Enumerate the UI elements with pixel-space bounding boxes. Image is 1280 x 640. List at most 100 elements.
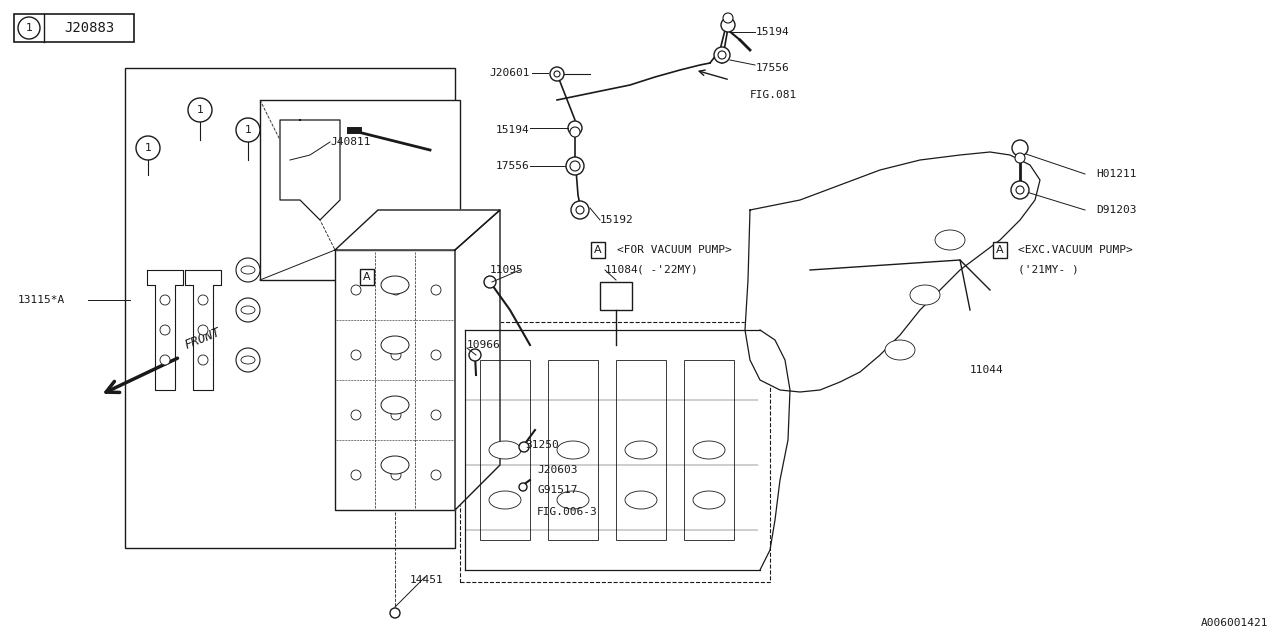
Circle shape bbox=[714, 47, 730, 63]
Ellipse shape bbox=[241, 356, 255, 364]
Text: 1: 1 bbox=[244, 125, 251, 135]
Text: G91517: G91517 bbox=[538, 485, 577, 495]
Circle shape bbox=[718, 51, 726, 59]
Circle shape bbox=[351, 470, 361, 480]
Circle shape bbox=[550, 67, 564, 81]
Circle shape bbox=[568, 121, 582, 135]
Circle shape bbox=[570, 127, 580, 137]
Ellipse shape bbox=[489, 491, 521, 509]
Circle shape bbox=[351, 350, 361, 360]
Circle shape bbox=[188, 98, 212, 122]
Circle shape bbox=[1016, 186, 1024, 194]
Circle shape bbox=[468, 349, 481, 361]
Polygon shape bbox=[335, 250, 454, 510]
Bar bbox=[616, 360, 666, 540]
Circle shape bbox=[198, 355, 207, 365]
Circle shape bbox=[390, 608, 399, 618]
Circle shape bbox=[431, 410, 442, 420]
Circle shape bbox=[18, 17, 40, 39]
Circle shape bbox=[431, 350, 442, 360]
Ellipse shape bbox=[910, 285, 940, 305]
Text: 11084: 11084 bbox=[605, 265, 639, 275]
Bar bbox=[14, 14, 134, 42]
Ellipse shape bbox=[489, 441, 521, 459]
Circle shape bbox=[576, 206, 584, 214]
Ellipse shape bbox=[692, 491, 724, 509]
Text: ('21MY- ): ('21MY- ) bbox=[1018, 265, 1079, 275]
Circle shape bbox=[390, 470, 401, 480]
Text: 13115*A: 13115*A bbox=[18, 295, 65, 305]
Circle shape bbox=[236, 258, 260, 282]
Ellipse shape bbox=[381, 336, 410, 354]
Bar bbox=[600, 282, 632, 310]
Bar bbox=[548, 360, 598, 540]
Text: J20883: J20883 bbox=[64, 21, 114, 35]
Text: 1: 1 bbox=[145, 143, 151, 153]
Text: 11095: 11095 bbox=[490, 265, 524, 275]
Text: A: A bbox=[996, 245, 1004, 255]
Text: 15194: 15194 bbox=[495, 125, 529, 135]
Text: A006001421: A006001421 bbox=[1201, 618, 1268, 628]
Circle shape bbox=[1015, 153, 1025, 163]
Text: 17556: 17556 bbox=[756, 63, 790, 73]
Polygon shape bbox=[745, 152, 1039, 392]
Circle shape bbox=[1011, 181, 1029, 199]
Polygon shape bbox=[335, 210, 500, 250]
Polygon shape bbox=[186, 270, 221, 390]
Circle shape bbox=[554, 71, 561, 77]
Circle shape bbox=[160, 355, 170, 365]
Text: 15192: 15192 bbox=[600, 215, 634, 225]
Ellipse shape bbox=[241, 266, 255, 274]
Ellipse shape bbox=[381, 396, 410, 414]
Text: A: A bbox=[364, 272, 371, 282]
Circle shape bbox=[390, 410, 401, 420]
Text: 1: 1 bbox=[26, 23, 32, 33]
Circle shape bbox=[431, 470, 442, 480]
Text: FIG.081: FIG.081 bbox=[750, 90, 797, 100]
Text: FRONT: FRONT bbox=[183, 326, 223, 352]
Circle shape bbox=[571, 201, 589, 219]
Text: J20601: J20601 bbox=[489, 68, 530, 78]
Circle shape bbox=[390, 350, 401, 360]
Circle shape bbox=[431, 285, 442, 295]
Polygon shape bbox=[454, 210, 500, 510]
Circle shape bbox=[570, 161, 580, 171]
Text: <FOR VACUUM PUMP>: <FOR VACUUM PUMP> bbox=[617, 245, 732, 255]
Circle shape bbox=[351, 285, 361, 295]
Ellipse shape bbox=[381, 276, 410, 294]
Text: ( -'22MY): ( -'22MY) bbox=[637, 265, 698, 275]
Circle shape bbox=[518, 442, 529, 452]
Circle shape bbox=[198, 325, 207, 335]
Ellipse shape bbox=[557, 441, 589, 459]
Ellipse shape bbox=[625, 441, 657, 459]
Text: FIG.006-3: FIG.006-3 bbox=[538, 507, 598, 517]
Bar bbox=[260, 100, 460, 280]
Circle shape bbox=[723, 13, 733, 23]
Polygon shape bbox=[147, 270, 183, 390]
Ellipse shape bbox=[884, 340, 915, 360]
Bar bbox=[460, 322, 771, 582]
Bar bbox=[480, 360, 530, 540]
Circle shape bbox=[236, 118, 260, 142]
Text: 1: 1 bbox=[197, 105, 204, 115]
Text: <EXC.VACUUM PUMP>: <EXC.VACUUM PUMP> bbox=[1018, 245, 1133, 255]
Circle shape bbox=[160, 295, 170, 305]
Text: 14451: 14451 bbox=[410, 575, 444, 585]
Text: H01211: H01211 bbox=[1096, 169, 1137, 179]
Circle shape bbox=[518, 483, 527, 491]
Text: 15194: 15194 bbox=[756, 27, 790, 37]
Ellipse shape bbox=[241, 306, 255, 314]
Circle shape bbox=[566, 157, 584, 175]
Text: 17556: 17556 bbox=[495, 161, 529, 171]
Circle shape bbox=[198, 295, 207, 305]
Circle shape bbox=[721, 18, 735, 32]
Bar bbox=[684, 360, 733, 540]
Circle shape bbox=[236, 348, 260, 372]
Circle shape bbox=[351, 410, 361, 420]
Circle shape bbox=[390, 285, 401, 295]
Text: J20603: J20603 bbox=[538, 465, 577, 475]
Ellipse shape bbox=[381, 456, 410, 474]
Text: J40811: J40811 bbox=[330, 137, 370, 147]
Text: D91203: D91203 bbox=[1096, 205, 1137, 215]
Circle shape bbox=[236, 298, 260, 322]
